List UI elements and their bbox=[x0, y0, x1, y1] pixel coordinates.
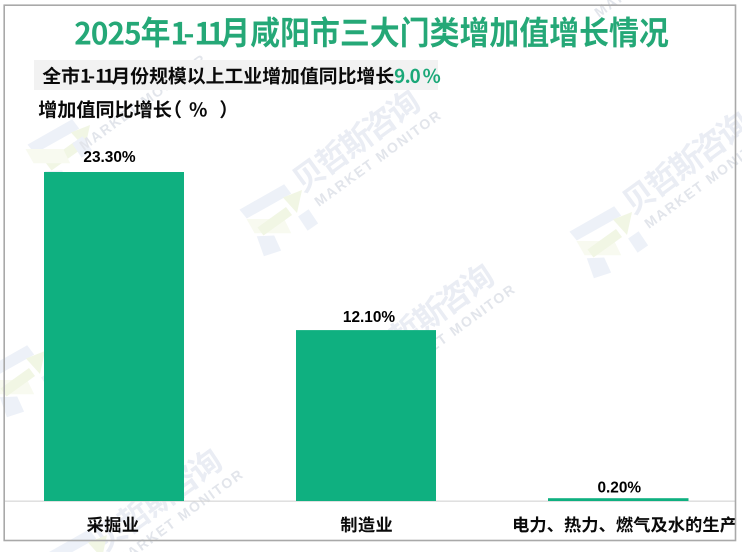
svg-text:12.10%: 12.10% bbox=[343, 309, 396, 326]
svg-text:MARKET MONITOR: MARKET MONITOR bbox=[591, 0, 725, 20]
svg-text:MARKET MONITOR: MARKET MONITOR bbox=[641, 128, 742, 231]
svg-text:23.30%: 23.30% bbox=[83, 149, 136, 166]
svg-text:0.20%: 0.20% bbox=[597, 479, 641, 496]
